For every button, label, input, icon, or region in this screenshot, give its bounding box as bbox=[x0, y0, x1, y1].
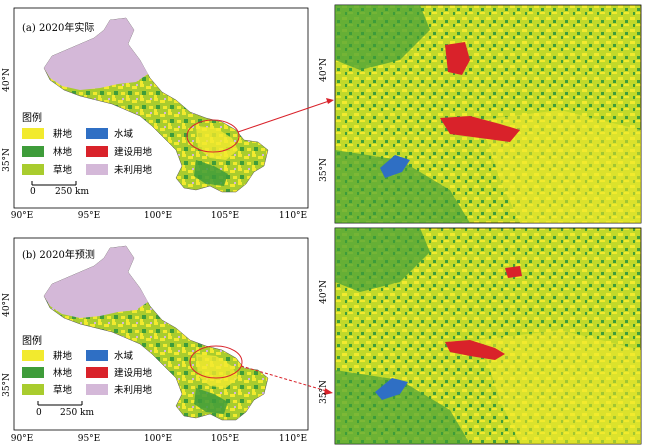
panel-a-zoom-lat-tick-35: 35°N bbox=[319, 158, 329, 182]
panel-b-zoom: 40°N 35°N bbox=[319, 227, 642, 445]
panel-b-cropland-patch bbox=[196, 354, 238, 388]
panel-a-lat-tick-35: 35°N bbox=[2, 148, 12, 172]
panel-b-label: (b) 2020年预测 bbox=[22, 248, 95, 261]
panel-a-legend: 耕地 水域 林地 建设用地 草地 未利用地 bbox=[22, 128, 153, 176]
legend-swatch-grassland bbox=[22, 384, 44, 395]
panel-b-lon-tick-105: 105°E bbox=[211, 434, 239, 444]
panel-a-zoom-lat-tick-40: 40°N bbox=[319, 58, 329, 82]
legend-swatch-built-up bbox=[86, 146, 108, 157]
legend-swatch-built-up bbox=[86, 367, 108, 378]
panel-b-arrowhead bbox=[324, 388, 333, 395]
legend-label-grassland: 草地 bbox=[53, 384, 73, 396]
panel-b-focus-ellipse bbox=[189, 345, 243, 379]
legend-label-forest: 林地 bbox=[53, 146, 73, 158]
panel-a-scale-bar: 0 250 km bbox=[30, 181, 89, 197]
panel-b-forest-patch bbox=[194, 388, 228, 414]
panel-a-lon-tick-110: 110°E bbox=[279, 211, 307, 221]
panel-a-focus-ellipse bbox=[186, 119, 240, 153]
panel-a-zoom-arrow bbox=[237, 99, 333, 133]
panel-b-zoom-built-up-central bbox=[445, 340, 505, 360]
panel-b-zoom-lat-tick-40: 40°N bbox=[319, 280, 329, 304]
panel-a-unused-land-area bbox=[44, 18, 148, 90]
legend-swatch-forest bbox=[22, 367, 44, 378]
panel-a-zoom: 40°N 35°N bbox=[319, 4, 642, 224]
panel-a-lat-tick-40: 40°N bbox=[2, 68, 12, 92]
legend-label-forest: 林地 bbox=[53, 367, 73, 379]
panel-a-legend-title: 图例 bbox=[22, 111, 42, 124]
panel-b-lat-tick-35: 35°N bbox=[2, 373, 12, 397]
panel-a: (a) 2020年实际 图例 耕地 水域 林地 建设用地 草地 未利用地 0 2… bbox=[2, 7, 334, 221]
panel-b-lon-tick-100: 100°E bbox=[144, 434, 172, 444]
panel-a-lon-tick-105: 105°E bbox=[211, 211, 239, 221]
legend-label-built-up: 建设用地 bbox=[114, 367, 153, 379]
legend-label-cropland: 耕地 bbox=[53, 128, 73, 140]
legend-label-unused: 未利用地 bbox=[114, 384, 153, 396]
panel-b: (b) 2020年预测 图例 耕地 水域 林地 建设用地 草地 未利用地 0 2… bbox=[2, 237, 333, 444]
panel-b-zoom-cropland-se bbox=[480, 330, 641, 444]
legend-swatch-forest bbox=[22, 146, 44, 157]
legend-label-built-up: 建设用地 bbox=[114, 146, 153, 158]
legend-swatch-water bbox=[86, 128, 108, 139]
panel-a-zoom-cropland-se bbox=[480, 110, 641, 223]
panel-a-zoom-forest-sw bbox=[335, 150, 470, 223]
panel-b-lon-tick-90: 90°E bbox=[11, 434, 34, 444]
panel-a-label: (a) 2020年实际 bbox=[22, 21, 94, 34]
panel-b-zoom-built-up-north bbox=[505, 266, 522, 278]
panel-a-scale-distance: 250 km bbox=[55, 187, 89, 197]
panel-b-legend-title: 图例 bbox=[22, 334, 42, 347]
panel-b-zoom-forest-nw bbox=[335, 228, 430, 292]
panel-b-scale-bar: 0 250 km bbox=[36, 401, 94, 418]
panel-a-zoom-water bbox=[380, 155, 410, 178]
panel-b-scale-zero: 0 bbox=[36, 408, 42, 418]
legend-swatch-grassland bbox=[22, 164, 44, 175]
panel-a-scale-zero: 0 bbox=[30, 187, 36, 197]
panel-a-lon-tick-90: 90°E bbox=[11, 211, 34, 221]
legend-swatch-cropland bbox=[22, 128, 44, 139]
legend-label-cropland: 耕地 bbox=[53, 350, 73, 362]
panel-b-legend: 耕地 水域 林地 建设用地 草地 未利用地 bbox=[22, 350, 153, 396]
panel-b-lon-tick-95: 95°E bbox=[78, 434, 101, 444]
panel-a-forest-patch bbox=[194, 160, 228, 186]
panel-a-lon-tick-95: 95°E bbox=[78, 211, 101, 221]
legend-swatch-cropland bbox=[22, 350, 44, 361]
panel-b-zoom-lat-tick-35: 35°N bbox=[319, 380, 329, 404]
panel-b-zoom-water bbox=[375, 378, 408, 400]
panel-b-zoom-forest-sw bbox=[335, 370, 470, 444]
legend-label-grassland: 草地 bbox=[53, 164, 73, 176]
panel-b-unused-land-area bbox=[44, 246, 148, 318]
legend-swatch-unused bbox=[86, 384, 108, 395]
panel-b-lon-tick-110: 110°E bbox=[279, 434, 307, 444]
legend-swatch-water bbox=[86, 350, 108, 361]
panel-a-zoom-forest-nw bbox=[335, 5, 430, 70]
panel-a-arrowhead bbox=[326, 98, 334, 104]
panel-b-zoom-arrow bbox=[240, 365, 331, 393]
panel-a-zoom-built-up-north bbox=[445, 42, 470, 75]
legend-swatch-unused bbox=[86, 164, 108, 175]
panel-b-scale-distance: 250 km bbox=[60, 408, 94, 418]
legend-label-water: 水域 bbox=[114, 350, 134, 362]
panel-a-zoom-built-up-central bbox=[440, 116, 520, 142]
panel-b-lat-tick-40: 40°N bbox=[2, 293, 12, 317]
legend-label-unused: 未利用地 bbox=[114, 164, 153, 176]
panel-a-lon-tick-100: 100°E bbox=[144, 211, 172, 221]
legend-label-water: 水域 bbox=[114, 128, 134, 140]
